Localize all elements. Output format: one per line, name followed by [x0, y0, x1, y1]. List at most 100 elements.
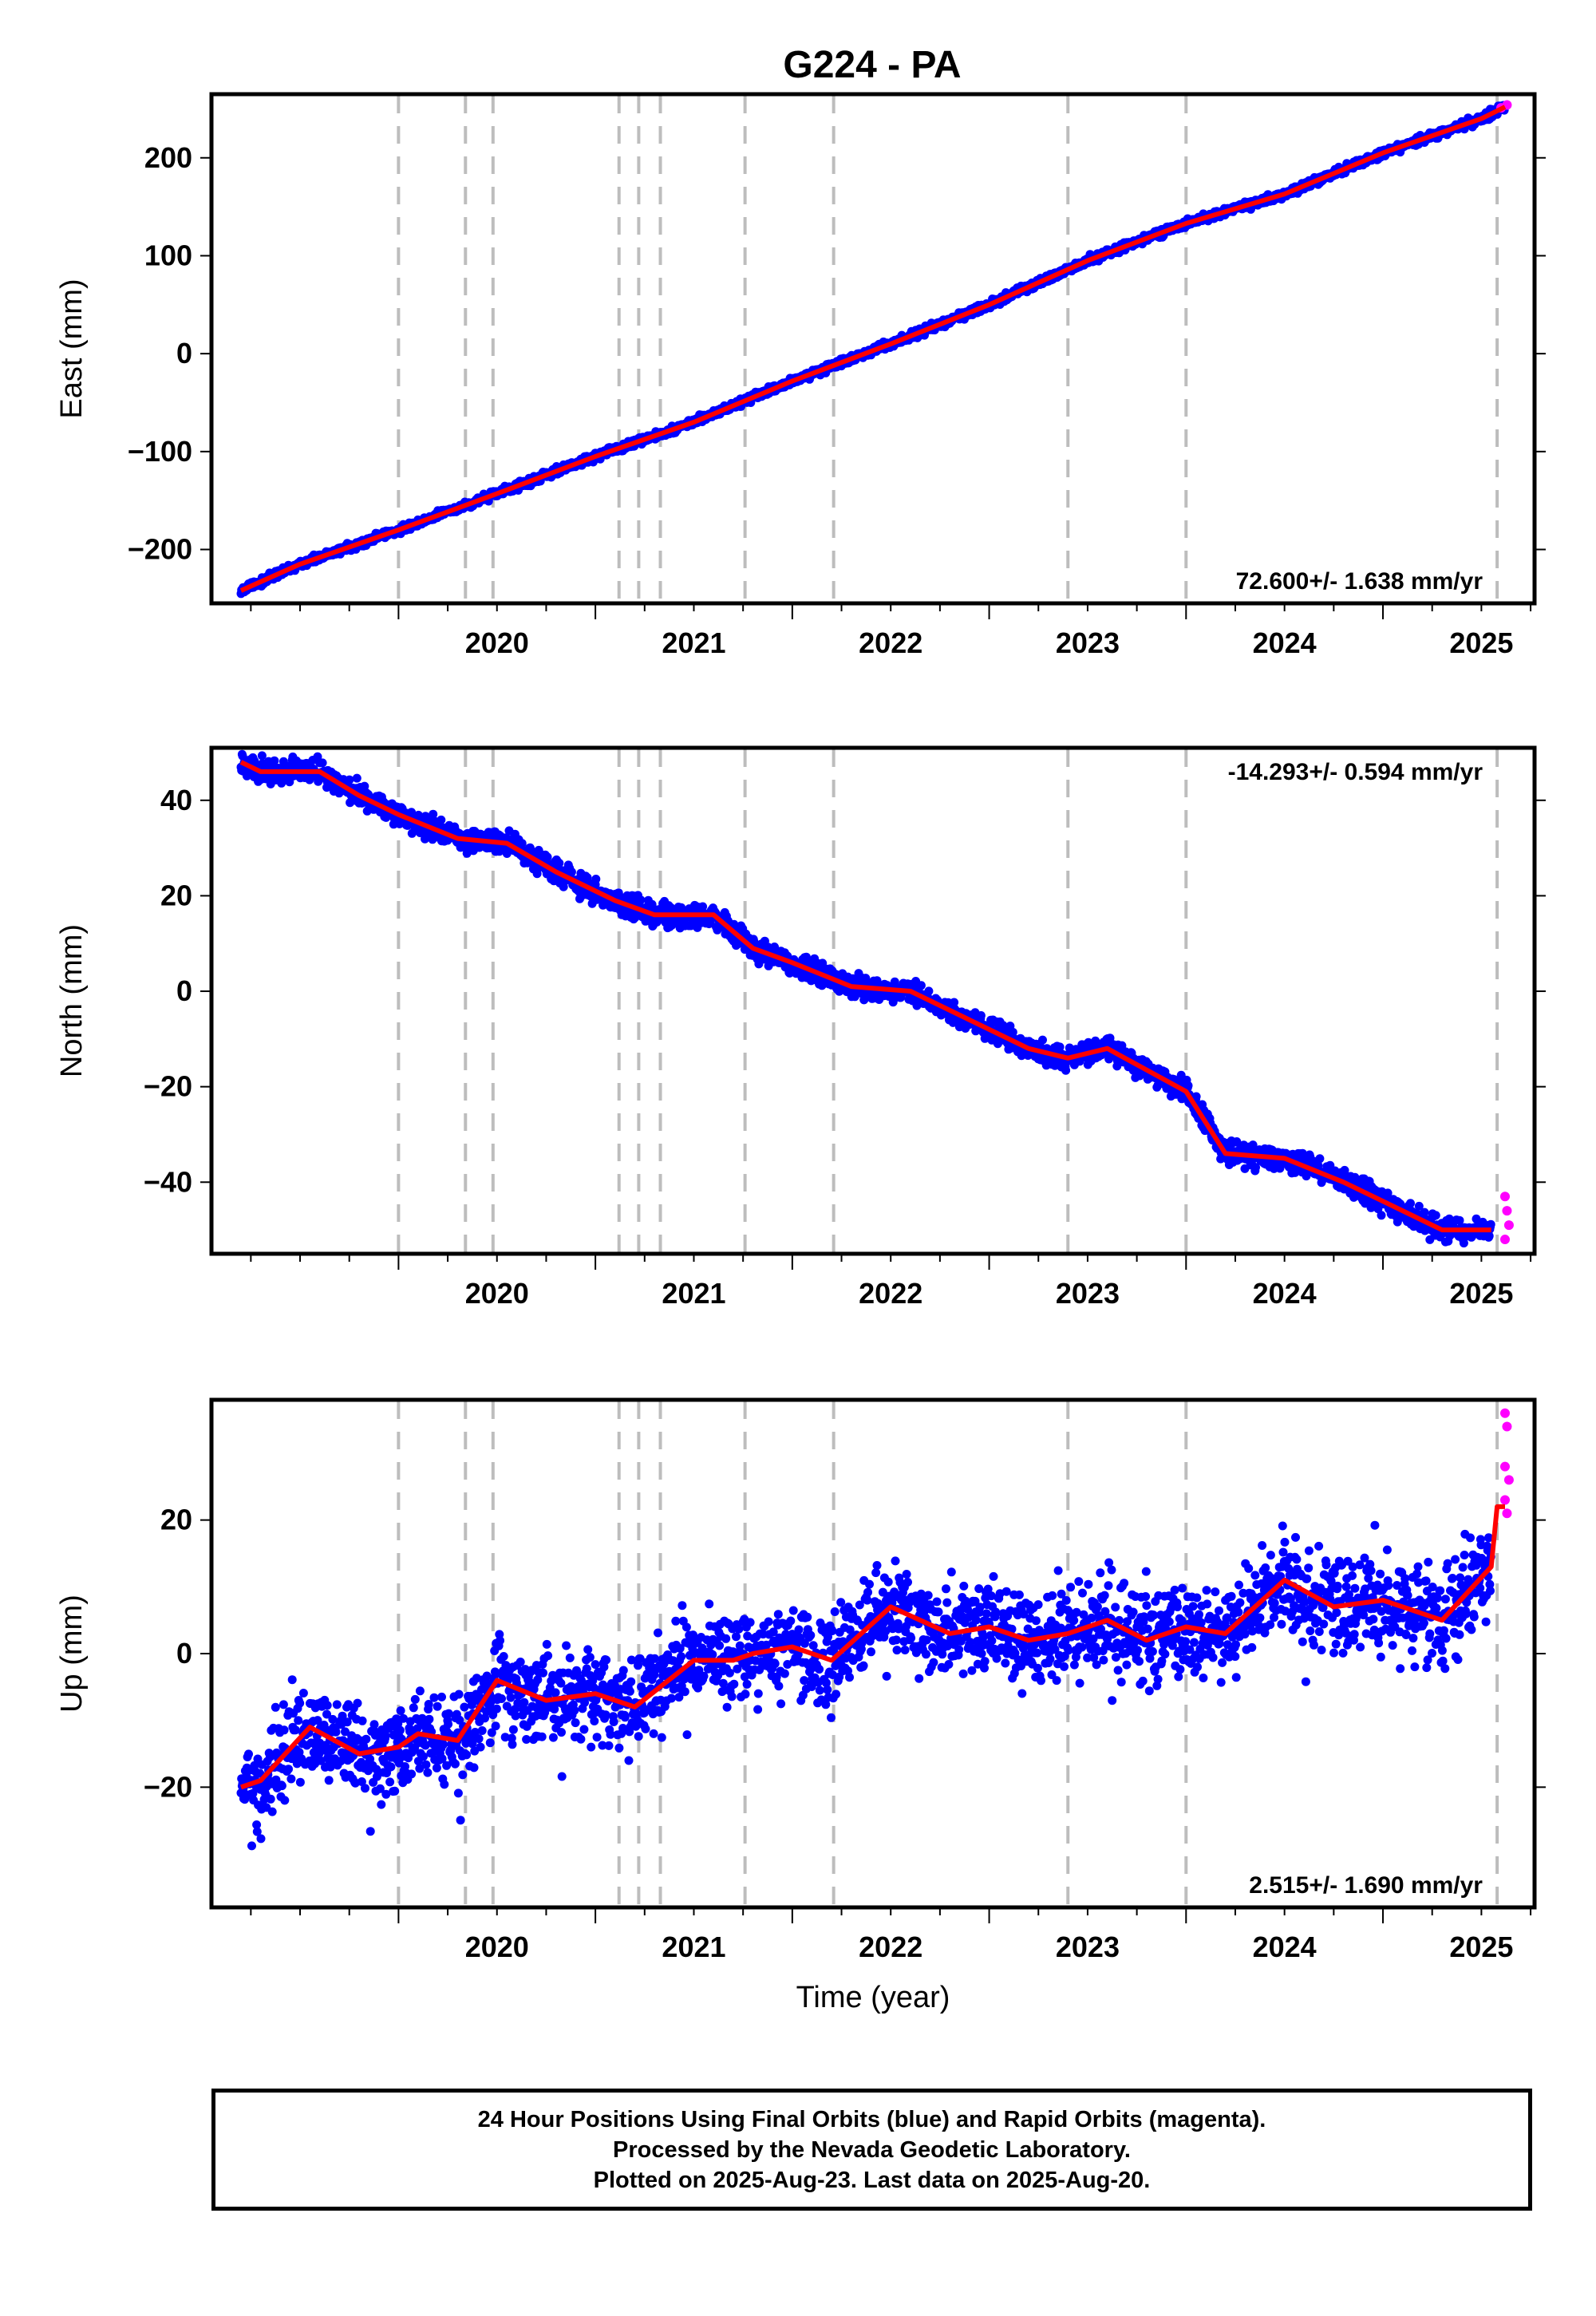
figure-title: G224 - PA: [783, 44, 961, 86]
data-point: [559, 882, 568, 891]
data-point: [279, 1700, 288, 1709]
data-point: [313, 1716, 322, 1725]
data-point: [429, 809, 438, 819]
x-tick-label: 2023: [1056, 626, 1120, 659]
x-tick-label: 2020: [465, 626, 529, 659]
data-point: [1315, 1154, 1325, 1164]
data-point: [345, 775, 354, 785]
data-point: [270, 756, 279, 765]
data-point: [1459, 1239, 1468, 1248]
x-tick-label: 2021: [662, 1277, 725, 1310]
x-tick-label: 2025: [1449, 626, 1513, 659]
data-point: [1055, 1042, 1065, 1052]
data-point: [1431, 1211, 1440, 1220]
rapid-point: [1503, 1220, 1514, 1231]
y-tick-label: −20: [144, 1070, 192, 1103]
y-tick-label: 0: [176, 337, 192, 370]
data-point: [256, 1834, 266, 1844]
y-axis-label: East (mm): [55, 279, 89, 418]
x-tick-label: 2024: [1253, 1277, 1317, 1310]
data-point: [1383, 1188, 1393, 1198]
data-point: [916, 981, 926, 990]
data-point: [279, 1725, 289, 1735]
data-point: [1486, 1219, 1495, 1229]
velocity-label: 72.600+/- 1.638 mm/yr: [1236, 568, 1483, 595]
data-point: [332, 1700, 342, 1709]
data-point: [555, 859, 564, 868]
y-tick-label: 20: [160, 879, 192, 911]
data-point: [267, 1807, 277, 1816]
data-point: [352, 773, 361, 783]
data-point: [271, 1702, 280, 1712]
data-point: [636, 895, 646, 905]
data-point: [318, 758, 327, 768]
axes-frame: [209, 745, 1537, 1256]
data-point: [242, 771, 251, 781]
data-point: [294, 1716, 303, 1725]
data-point: [1484, 1231, 1494, 1241]
data-point: [295, 1777, 305, 1787]
x-tick-label: 2022: [859, 1277, 922, 1310]
data-point: [1038, 1035, 1047, 1045]
data-point: [1061, 1065, 1071, 1075]
data-point: [896, 993, 906, 1002]
data-point: [976, 1011, 986, 1020]
data-point: [244, 1749, 253, 1759]
data-point: [517, 839, 527, 848]
data-point: [284, 1765, 293, 1774]
y-tick-label: −100: [128, 435, 192, 468]
data-point: [1251, 1163, 1260, 1172]
data-point: [322, 1701, 332, 1710]
x-tick-label: 2021: [662, 626, 725, 659]
axes-frame: [209, 92, 1537, 606]
data-point: [407, 808, 417, 817]
rapid-point: [1499, 1192, 1510, 1202]
data-point: [286, 1774, 296, 1784]
data-point: [1455, 1215, 1464, 1225]
data-point: [1183, 1081, 1193, 1090]
data-point: [322, 1709, 331, 1719]
data-point: [290, 1725, 300, 1735]
data-point: [247, 1841, 256, 1851]
data-point: [252, 1820, 262, 1829]
model-line: [239, 760, 1491, 1233]
data-point: [252, 1827, 262, 1836]
data-point: [1191, 1092, 1201, 1101]
data-point: [271, 1775, 281, 1784]
data-point: [316, 1756, 326, 1765]
data-point: [543, 852, 552, 862]
y-tick-label: 40: [160, 784, 192, 816]
velocity-label: -14.293+/- 0.594 mm/yr: [1228, 759, 1483, 785]
data-point: [1420, 1207, 1429, 1217]
data-point: [257, 751, 267, 761]
data-point: [1406, 1199, 1415, 1208]
data-point: [287, 1675, 297, 1685]
data-point: [248, 1788, 258, 1798]
data-point: [1377, 1211, 1386, 1220]
data-point: [314, 1749, 324, 1758]
data-point: [266, 1752, 275, 1761]
data-point: [266, 1794, 275, 1804]
data-point: [277, 1781, 286, 1791]
y-tick-label: −200: [128, 533, 192, 566]
y-tick-label: 200: [144, 141, 192, 174]
data-point: [924, 986, 934, 996]
data-point: [295, 1698, 305, 1708]
data-point: [950, 998, 959, 1007]
y-tick-label: 0: [176, 974, 192, 1007]
x-tick-label: 2022: [859, 626, 922, 659]
rapid-point: [1502, 1206, 1512, 1216]
y-axis-label: North (mm): [55, 924, 89, 1077]
data-point: [331, 1727, 341, 1737]
x-tick-label: 2025: [1449, 1277, 1513, 1310]
data-point: [1008, 1027, 1017, 1037]
x-tick-label: 2024: [1253, 626, 1317, 659]
data-point: [591, 875, 601, 883]
data-point: [298, 1689, 308, 1697]
data-point: [437, 815, 446, 824]
data-point: [770, 943, 779, 951]
x-tick-label: 2020: [465, 1277, 529, 1310]
